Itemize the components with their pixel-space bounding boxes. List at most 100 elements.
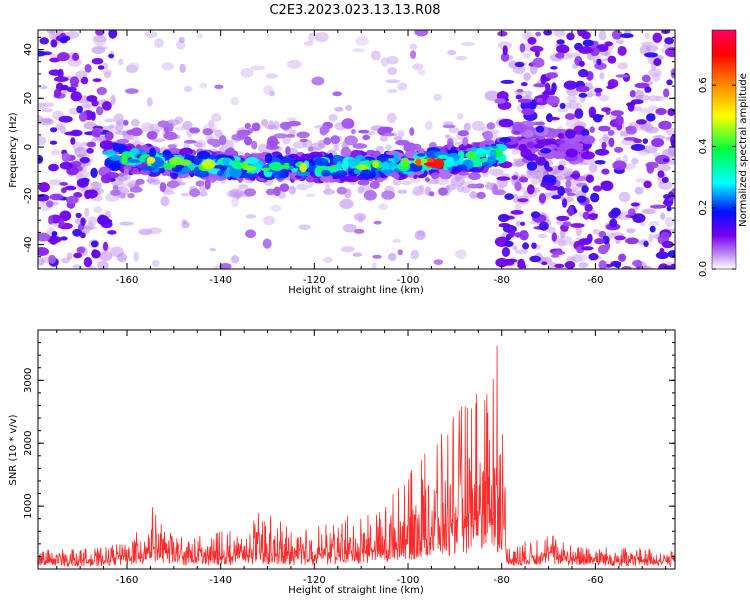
heatmap-cell: [311, 76, 325, 86]
heatmap-cell: [332, 91, 343, 97]
heatmap-cell: [91, 129, 102, 138]
heatmap-cell: [387, 67, 398, 75]
heatmap-cell: [463, 122, 471, 132]
heatmap-cell: [457, 112, 464, 120]
heatmap-cell: [395, 139, 410, 146]
heatmap-cell: [615, 74, 629, 78]
heatmap-cell: [515, 220, 521, 227]
heatmap-cell: [81, 141, 88, 147]
heatmap-cell: [645, 44, 659, 52]
heatmap-cell: [440, 174, 452, 180]
heatmap-cell: [323, 137, 332, 146]
heatmap-cell: [662, 201, 672, 205]
heatmap-cell: [663, 88, 670, 98]
heatmap-cell: [183, 139, 197, 144]
heatmap-cell: [584, 203, 593, 212]
heatmap-cell: [537, 139, 553, 146]
heatmap-cell: [487, 156, 497, 165]
heatmap-cell: [559, 102, 566, 109]
heatmap-cell: [640, 222, 646, 227]
heatmap-cell: [214, 84, 224, 90]
heatmap-cell: [649, 204, 664, 209]
heatmap-cell: [601, 141, 607, 150]
heatmap-cell: [666, 205, 672, 212]
heatmap-cell: [179, 63, 186, 73]
heatmap-cell: [245, 214, 256, 219]
heatmap-cell: [299, 162, 308, 173]
x-tick-label: -60: [587, 275, 603, 286]
heatmap-cell: [567, 206, 574, 217]
heatmap-cell: [60, 236, 68, 241]
heatmap-cell: [648, 68, 662, 77]
heatmap-cell: [380, 57, 389, 67]
heatmap-cell: [162, 190, 175, 195]
heatmap-cell: [438, 187, 448, 196]
heatmap-cell: [286, 117, 297, 122]
heatmap-cell: [131, 167, 139, 174]
heatmap-cell: [592, 228, 600, 235]
heatmap-cell: [314, 157, 329, 167]
heatmap-cell: [163, 131, 178, 141]
heatmap-cell: [448, 127, 460, 134]
heatmap-cell: [644, 32, 651, 40]
heatmap-cell: [554, 263, 565, 269]
heatmap-cell: [582, 39, 594, 47]
heatmap-cell: [498, 223, 511, 228]
spectrogram-y-label: Frequency (Hz): [8, 112, 19, 188]
heatmap-cell: [91, 249, 101, 259]
heatmap-cell: [387, 89, 398, 93]
heatmap-cell: [46, 30, 57, 34]
heatmap-cell: [319, 125, 330, 134]
heatmap-cell: [126, 145, 132, 151]
heatmap-cell: [520, 82, 528, 87]
x-tick-label: -140: [209, 275, 232, 286]
heatmap-cell: [551, 194, 562, 200]
heatmap-cell: [268, 120, 275, 130]
heatmap-cell: [578, 60, 585, 67]
heatmap-cell: [201, 159, 216, 170]
heatmap-cell: [581, 128, 590, 137]
heatmap-cell: [78, 111, 88, 122]
heatmap-cell: [577, 30, 587, 37]
heatmap-cell: [229, 188, 245, 199]
heatmap-cell: [523, 52, 531, 59]
heatmap-cell: [561, 198, 568, 208]
heatmap-cell: [617, 46, 624, 56]
heatmap-cell: [557, 132, 564, 139]
heatmap-cell: [470, 146, 478, 153]
heatmap-cell: [515, 94, 523, 100]
heatmap-cell: [642, 138, 649, 144]
heatmap-cell: [55, 123, 63, 131]
heatmap-cell: [520, 148, 532, 159]
heatmap-cell: [597, 244, 609, 255]
heatmap-cell: [414, 30, 429, 37]
heatmap-cell: [372, 160, 380, 169]
heatmap-cell: [263, 85, 274, 95]
heatmap-cell: [39, 37, 49, 45]
heatmap-cell: [521, 108, 535, 116]
heatmap-cell: [238, 184, 249, 190]
heatmap-cell: [462, 137, 469, 146]
heatmap-cell: [411, 188, 426, 196]
heatmap-cell: [50, 127, 58, 133]
heatmap-cell: [121, 154, 128, 165]
heatmap-cell: [433, 259, 444, 265]
heatmap-cell: [161, 62, 174, 71]
heatmap-cell: [70, 91, 82, 102]
heatmap-cell: [274, 174, 280, 179]
heatmap-cell: [418, 147, 425, 155]
heatmap-cell: [497, 30, 508, 37]
heatmap-cell: [288, 129, 297, 135]
heatmap-cell: [353, 213, 367, 221]
heatmap-cell: [99, 140, 114, 150]
heatmap-cell: [140, 166, 156, 171]
heatmap-cell: [502, 45, 508, 56]
heatmap-cell: [287, 120, 301, 127]
heatmap-cell: [576, 85, 590, 93]
heatmap-cell: [599, 94, 610, 102]
heatmap-cell: [634, 89, 644, 99]
heatmap-cell: [251, 140, 258, 150]
heatmap-cell: [61, 152, 71, 163]
colorbar-gradient: [711, 29, 737, 270]
heatmap-cell: [592, 114, 603, 123]
